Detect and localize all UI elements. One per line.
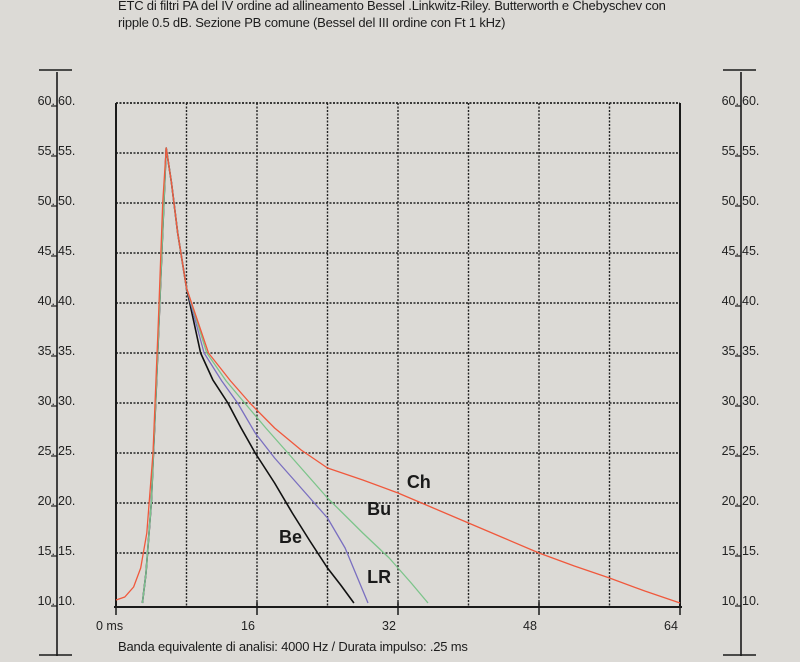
left-axis-label-outer: 40. <box>38 294 55 308</box>
curve-label-ch: Ch <box>407 472 431 492</box>
curve-label-be: Be <box>279 527 302 547</box>
right-axis-label-outer: 45. <box>722 244 739 258</box>
left-axis-label-outer: 10. <box>38 594 55 608</box>
left-axis-label-outer: 15. <box>38 544 55 558</box>
curve-label-bu: Bu <box>367 499 391 519</box>
right-axis-label-inner: 30. <box>742 394 759 408</box>
right-axis-label-outer: 20. <box>722 494 739 508</box>
chart-title: ETC di filtri PA del IV ordine ad alline… <box>118 0 670 30</box>
right-axis-label-inner: 50. <box>742 194 759 208</box>
left-axis-label-outer: 35. <box>38 344 55 358</box>
x-tick-label: 0 ms <box>96 619 123 633</box>
left-axis-label-outer: 50. <box>38 194 55 208</box>
left-axis-label-outer: 45. <box>38 244 55 258</box>
right-axis-label-outer: 35. <box>722 344 739 358</box>
left-axis-label-inner: 50. <box>58 194 75 208</box>
left-axis-label-outer: 60. <box>38 94 55 108</box>
right-axis-label-inner: 10. <box>742 594 759 608</box>
x-tick-label: 64 <box>664 619 678 633</box>
left-axis-label-inner: 40. <box>58 294 75 308</box>
left-axis-label-outer: 55. <box>38 144 55 158</box>
left-axis-label-inner: 55. <box>58 144 75 158</box>
right-axis-label-outer: 10. <box>722 594 739 608</box>
series-line-ch <box>115 147 681 604</box>
series-line-be <box>141 147 355 604</box>
analysis-footer: Banda equivalente di analisi: 4000 Hz / … <box>118 639 468 654</box>
right-axis-label-outer: 25. <box>722 444 739 458</box>
left-axis-label-inner: 10. <box>58 594 75 608</box>
x-tick-label: 16 <box>241 619 255 633</box>
x-tick-label: 48 <box>523 619 537 633</box>
left-axis-label-inner: 25. <box>58 444 75 458</box>
right-axis-label-inner: 35. <box>742 344 759 358</box>
right-axis-label-inner: 15. <box>742 544 759 558</box>
right-axis-label-outer: 50. <box>722 194 739 208</box>
right-axis-label-outer: 55. <box>722 144 739 158</box>
x-tick-label: 32 <box>382 619 396 633</box>
left-axis-label-outer: 25. <box>38 444 55 458</box>
right-axis-label-inner: 20. <box>742 494 759 508</box>
left-axis-label-outer: 30. <box>38 394 55 408</box>
right-axis-label-outer: 60. <box>722 94 739 108</box>
right-axis-label-outer: 30. <box>722 394 739 408</box>
left-axis-label-inner: 35. <box>58 344 75 358</box>
left-axis-label-inner: 20. <box>58 494 75 508</box>
right-axis-label-inner: 40. <box>742 294 759 308</box>
left-axis-label-outer: 20. <box>38 494 55 508</box>
right-axis-label-inner: 55. <box>742 144 759 158</box>
curve-label-lr: LR <box>367 567 391 587</box>
left-axis-label-inner: 45. <box>58 244 75 258</box>
left-axis-label-inner: 15. <box>58 544 75 558</box>
right-axis-label-inner: 60. <box>742 94 759 108</box>
right-axis-label-inner: 45. <box>742 244 759 258</box>
right-axis-label-inner: 25. <box>742 444 759 458</box>
right-axis-label-outer: 40. <box>722 294 739 308</box>
left-axis-label-inner: 30. <box>58 394 75 408</box>
right-axis-label-outer: 15. <box>722 544 739 558</box>
left-axis-label-inner: 60. <box>58 94 75 108</box>
